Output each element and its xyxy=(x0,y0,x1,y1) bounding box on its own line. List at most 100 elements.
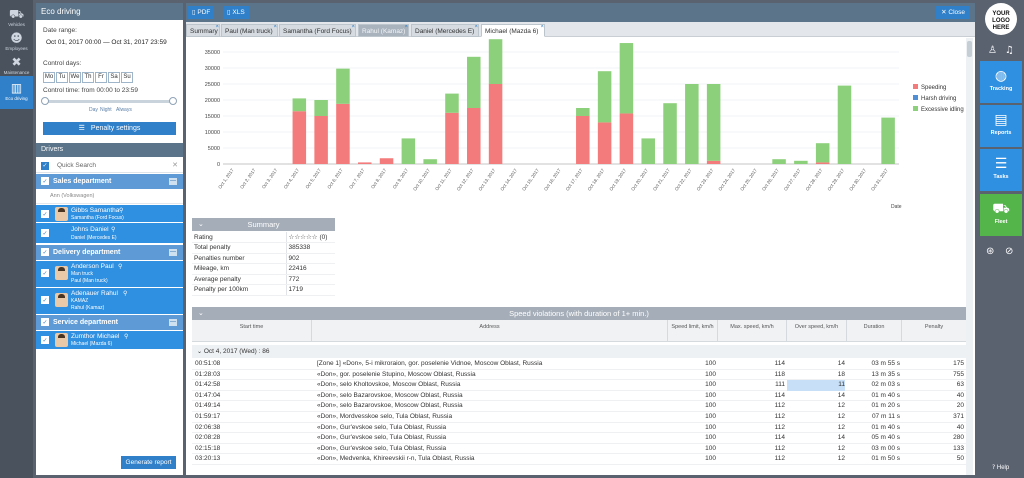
close-icon[interactable]: × xyxy=(351,24,355,30)
violations-header[interactable]: ⌄ Speed violations (with duration of 1+ … xyxy=(192,307,966,320)
table-row[interactable]: 02:08:28 «Don», Gur'evskoe selo, Tula Obl… xyxy=(192,433,966,444)
tab-rahul[interactable]: Rahul (Kamaz) × xyxy=(358,24,409,37)
table-row[interactable]: 03:20:13 «Don», Medvenka, Khireevskii r-n… xyxy=(192,454,966,465)
table-row[interactable]: 01:42:58 «Don», selo Kholtovskoe, Moscow … xyxy=(192,380,966,391)
driver-checkbox[interactable]: ✓ xyxy=(41,229,49,237)
tab-michael[interactable]: Michael (Mazda 6) × xyxy=(481,24,545,37)
day-tu[interactable]: Tu xyxy=(56,72,68,83)
link-icon[interactable]: ⚲ xyxy=(118,263,123,270)
driver-row[interactable]: ✓ Anderson Paul ⚲ Man truck Paul (Man tr… xyxy=(36,261,183,287)
chevron-down-icon[interactable]: ⌄ xyxy=(197,348,203,355)
day-sa[interactable]: Sa xyxy=(108,72,120,83)
select-all-checkbox[interactable]: ✓ xyxy=(41,162,49,170)
nav-fleet[interactable]: ⛟ Fleet xyxy=(980,194,1022,236)
col-start-time[interactable]: Start time xyxy=(192,320,312,342)
day-we[interactable]: We xyxy=(69,72,81,83)
link-icon[interactable]: ⚲ xyxy=(119,207,124,214)
quick-search-input[interactable]: Quick Search xyxy=(57,162,97,169)
chevron-down-icon[interactable]: ⌄ xyxy=(198,220,204,228)
quick-search[interactable]: ✓ Quick Search ✕ xyxy=(36,159,183,173)
col-address[interactable]: Address xyxy=(312,320,668,342)
tab-samantha[interactable]: Samantha (Ford Focus) × xyxy=(279,24,356,37)
nav-maintenance[interactable]: ✖ Maintenance xyxy=(0,50,33,83)
table-row[interactable]: 01:28:03 «Don», gor. poselenie Stupino, M… xyxy=(192,370,966,381)
clear-icon[interactable]: ✕ xyxy=(172,162,178,169)
collapse-icon[interactable]: — xyxy=(169,249,177,256)
day-mo[interactable]: Mo xyxy=(43,72,55,83)
table-row[interactable]: 02:06:38 «Don», Gur'evskoe selo, Tula Obl… xyxy=(192,423,966,434)
col-penalty[interactable]: Penalty xyxy=(924,324,944,330)
tab-daniel[interactable]: Daniel (Mercedes E) × xyxy=(411,24,479,37)
collapse-icon[interactable]: — xyxy=(169,178,177,185)
generate-report-button[interactable]: Generate report xyxy=(121,456,176,469)
time-slider-start-handle[interactable] xyxy=(41,97,49,105)
close-icon[interactable]: × xyxy=(273,24,277,30)
col-over-speed[interactable]: Over speed, km/h xyxy=(787,320,847,342)
dept-checkbox[interactable]: ✓ xyxy=(41,248,49,256)
driver-checkbox[interactable]: ✓ xyxy=(41,269,49,277)
help-link[interactable]: ? Help xyxy=(992,464,1010,471)
link-icon[interactable]: ⚲ xyxy=(111,226,116,233)
user-icon[interactable]: ♙ xyxy=(988,45,997,56)
date-range-input[interactable]: Oct 01, 2017 00:00 — Oct 31, 2017 23:59 xyxy=(46,39,167,46)
dept-checkbox[interactable]: ✓ xyxy=(41,177,49,185)
summary-header[interactable]: ⌄ Summary xyxy=(192,218,335,231)
penalty-settings-button[interactable]: ☰ Penalty settings xyxy=(43,122,176,135)
nav-employees[interactable]: ☻ Employees xyxy=(0,26,33,59)
scrollbar[interactable] xyxy=(966,38,973,475)
slider-tick-day[interactable]: Day xyxy=(89,107,98,113)
driver-checkbox[interactable]: ✓ xyxy=(41,296,49,304)
tab-paul[interactable]: Paul (Man truck) × xyxy=(221,24,278,37)
wrench-icon[interactable]: ⊘ xyxy=(1005,246,1014,257)
nav-reports[interactable]: ▤ Reports xyxy=(980,105,1022,147)
currency-icon[interactable]: ⊛ xyxy=(986,246,995,257)
dept-delivery[interactable]: ✓ Delivery department — xyxy=(36,245,183,260)
table-row[interactable]: 01:49:14 «Don», selo Bazarovskoe, Moscow … xyxy=(192,401,966,412)
link-icon[interactable]: ⚲ xyxy=(124,333,129,340)
dept-service[interactable]: ✓ Service department — xyxy=(36,315,183,330)
table-row[interactable]: 01:59:17 «Don», Mordvesskoe selo, Tula Ob… xyxy=(192,412,966,423)
day-th[interactable]: Th xyxy=(82,72,94,83)
link-icon[interactable]: ⚲ xyxy=(123,290,128,297)
driver-checkbox[interactable]: ✓ xyxy=(41,336,49,344)
driver-row[interactable]: ✓ Zumthor Michael ⚲ Michael (Mazda 6) xyxy=(36,331,183,349)
bell-icon[interactable]: ♫ xyxy=(1005,45,1014,56)
time-slider-track[interactable] xyxy=(45,100,173,103)
driver-checkbox[interactable]: ✓ xyxy=(41,210,49,218)
table-row[interactable]: 02:15:18 «Don», Gur'evskoe selo, Tula Obl… xyxy=(192,444,966,455)
nav-tracking[interactable]: ◍ Tracking xyxy=(980,61,1022,103)
driver-row[interactable]: ✓ Johns Daniel ⚲ Daniel (Mercedes E) xyxy=(36,223,183,243)
day-su[interactable]: Su xyxy=(121,72,133,83)
slider-tick-night[interactable]: Night xyxy=(100,107,112,113)
slider-tick-always[interactable]: Always xyxy=(116,107,132,113)
table-row[interactable]: 00:51:08 [Zone 1] «Don», 5-i mikroraion, … xyxy=(192,359,966,370)
scrollbar-thumb[interactable] xyxy=(967,41,972,57)
dept-sales[interactable]: ✓ Sales department — xyxy=(36,174,183,189)
day-fr[interactable]: Fr xyxy=(95,72,107,83)
table-cell: 20 xyxy=(956,402,964,410)
col-duration[interactable]: Duration xyxy=(847,320,902,342)
time-slider-end-handle[interactable] xyxy=(169,97,177,105)
driver-row[interactable]: ✓ Adenauer Rahul ⚲ KAMAZ Rahul (Kamaz) xyxy=(36,288,183,314)
dept-checkbox[interactable]: ✓ xyxy=(41,318,49,326)
export-pdf-button[interactable]: ▯ PDF xyxy=(188,6,215,19)
close-icon[interactable]: × xyxy=(404,24,408,30)
nav-vehicles[interactable]: ⛟ Vehicles xyxy=(0,2,33,35)
violations-group-row[interactable]: ⌄ Oct 4, 2017 (Wed) : 86 xyxy=(192,345,966,358)
driver-row[interactable]: ✓ Gibbs Samantha ⚲ Samantha (Ford Focus) xyxy=(36,205,183,222)
tab-summary[interactable]: Summary × xyxy=(186,24,220,37)
table-row[interactable]: 01:47:04 «Don», selo Bazarovskoe, Moscow … xyxy=(192,391,966,402)
close-icon[interactable]: × xyxy=(474,24,478,30)
close-button[interactable]: ✕ Close xyxy=(936,6,970,19)
collapse-icon[interactable]: — xyxy=(169,319,177,326)
close-icon[interactable]: × xyxy=(540,24,544,30)
chevron-down-icon[interactable]: ⌄ xyxy=(198,309,204,317)
export-xls-button[interactable]: ▯ XLS xyxy=(223,6,249,19)
close-icon[interactable]: × xyxy=(215,24,219,30)
unassigned-vehicle[interactable]: Ann (Volkswagen) xyxy=(50,193,95,199)
nav-eco-driving[interactable]: ▥ Eco driving xyxy=(0,76,33,109)
col-speed-limit[interactable]: Speed limit, km/h xyxy=(668,320,718,342)
y-tick-label: 20000 xyxy=(205,98,220,104)
nav-tasks[interactable]: ☰ Tasks xyxy=(980,149,1022,191)
col-max-speed[interactable]: Max. speed, km/h xyxy=(718,320,787,342)
